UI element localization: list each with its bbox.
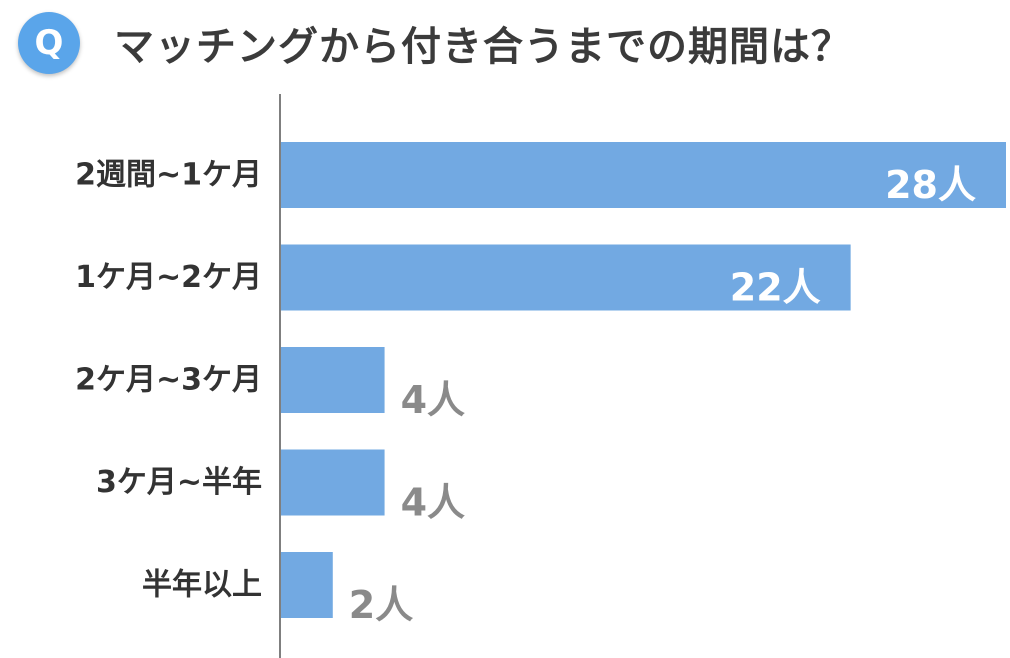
- question-badge-icon: Q: [18, 12, 80, 74]
- header: Q マッチングから付き合うまでの期間は？: [18, 8, 852, 78]
- chart-title: マッチングから付き合うまでの期間は？: [114, 24, 852, 70]
- bar: [281, 244, 851, 311]
- data-label: 2人: [349, 583, 413, 627]
- category-label: 半年以上: [142, 568, 262, 603]
- category-label: 3ケ月~半年: [96, 465, 262, 500]
- category-label: 2週間~1ケ月: [75, 158, 262, 193]
- data-label: 28人: [885, 163, 976, 207]
- bars-group: 2週間~1ケ月 28人 1ケ月~2ケ月 22人 2ケ月~3ケ月 4人 3ケ月~半年 4人半年以…: [75, 142, 1006, 627]
- data-label: 4人: [401, 481, 465, 525]
- data-label: 22人: [730, 266, 821, 310]
- bar: [281, 142, 1006, 208]
- bar: [281, 552, 333, 618]
- category-label: 2ケ月~3ケ月: [75, 363, 262, 398]
- bar: [281, 347, 385, 413]
- category-label: 1ケ月~2ケ月: [75, 260, 262, 295]
- bar: [281, 449, 385, 516]
- data-label: 4人: [401, 378, 465, 422]
